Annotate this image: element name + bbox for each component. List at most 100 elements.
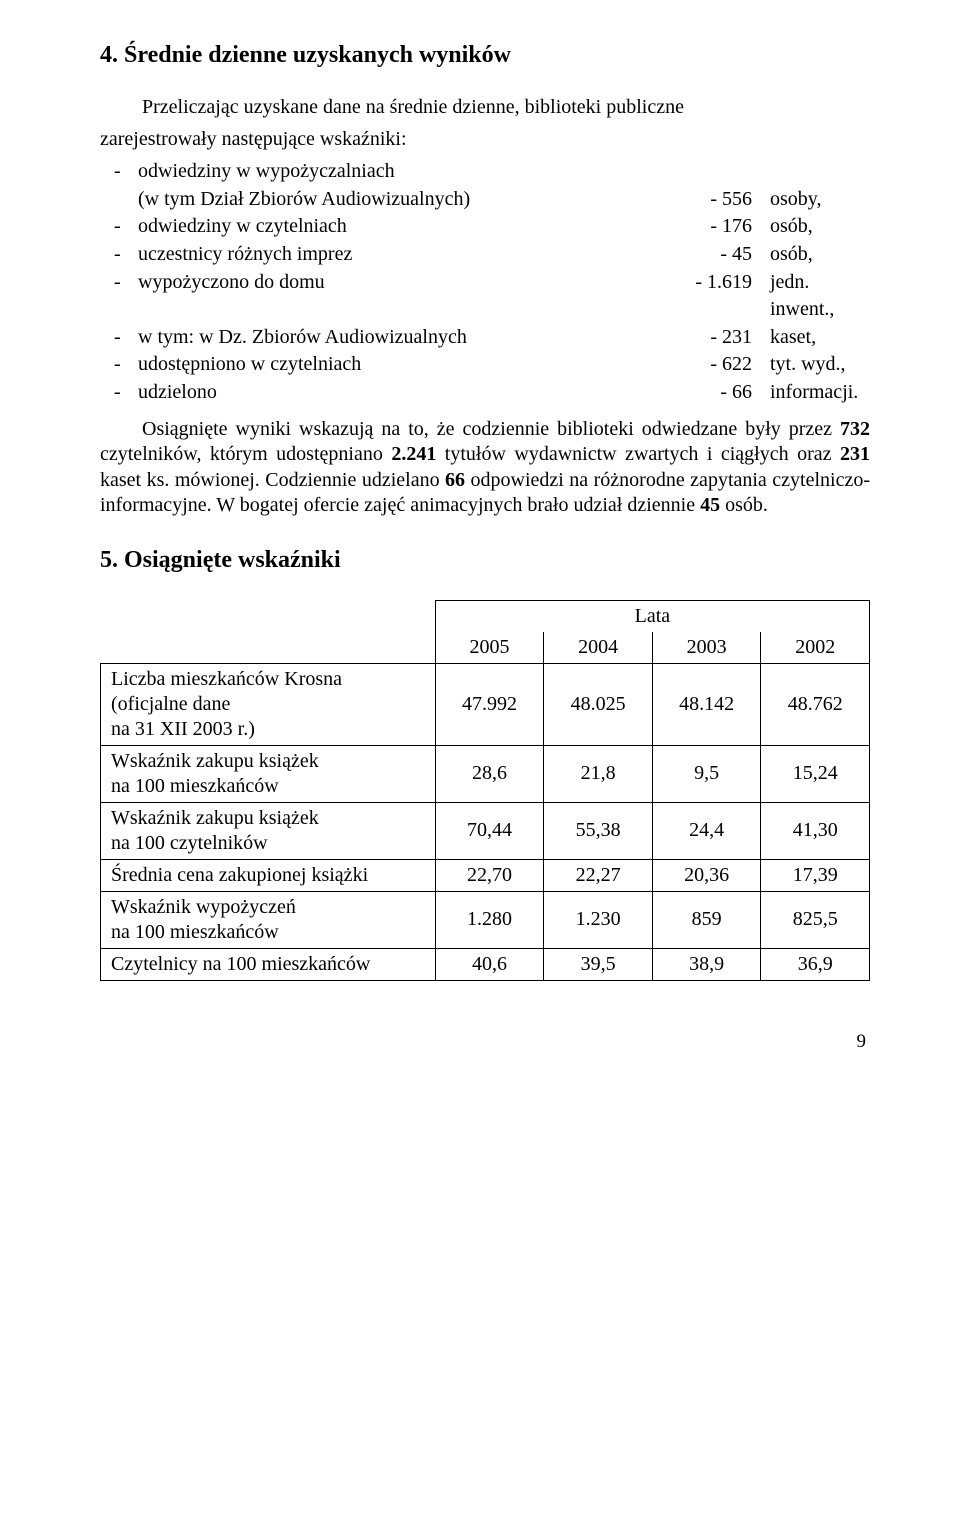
table-cell: 40,6 xyxy=(435,948,544,980)
list-label: udzielono xyxy=(138,379,675,407)
list-number: - 622 xyxy=(675,351,770,379)
table-cell: 70,44 xyxy=(435,802,544,859)
list-dash: - xyxy=(100,158,138,186)
summary-t2: czytelników, którym udostępniano xyxy=(100,443,391,465)
table-row: Wskaźnik wypożyczeńna 100 mieszkańców1.2… xyxy=(101,891,870,948)
table-cell: 9,5 xyxy=(652,745,761,802)
list-item: -wypożyczono do domu- 1.619jedn. inwent.… xyxy=(100,269,870,324)
summary-b1: 732 xyxy=(840,418,870,440)
list-unit: jedn. inwent., xyxy=(770,269,870,324)
section4-intro-2: zarejestrowały następujące wskaźniki: xyxy=(100,127,870,153)
table-cell: 1.280 xyxy=(435,891,544,948)
table-cell: 21,8 xyxy=(544,745,653,802)
list-unit: informacji. xyxy=(770,379,870,407)
table-cell: 22,27 xyxy=(544,859,653,891)
table-header-empty xyxy=(101,600,436,632)
intro-line-1: zarejestrowały następujące wskaźniki: xyxy=(100,128,407,150)
list-dash: - xyxy=(100,351,138,379)
list-label: w tym: w Dz. Zbiorów Audiowizualnych xyxy=(138,324,675,352)
table-cell: 15,24 xyxy=(761,745,870,802)
intro-line-0: Przeliczając uzyskane dane na średnie dz… xyxy=(142,96,684,118)
list-number: - 45 xyxy=(675,241,770,269)
indicators-table: Lata2005200420032002 Liczba mieszkańców K… xyxy=(100,600,870,981)
table-cell: 22,70 xyxy=(435,859,544,891)
section4-list: -odwiedziny w wypożyczalniach(w tym Dzia… xyxy=(100,158,870,406)
table-row: Wskaźnik zakupu książekna 100 czytelnikó… xyxy=(101,802,870,859)
summary-b5: 45 xyxy=(700,494,720,516)
table-row: Czytelnicy na 100 mieszkańców40,639,538,… xyxy=(101,948,870,980)
list-dash: - xyxy=(100,379,138,407)
table-header-year: 2002 xyxy=(761,632,870,664)
list-dash: - xyxy=(100,324,138,352)
table-header-lata: Lata xyxy=(435,600,869,632)
summary-t1: Osiągnięte wyniki wskazują na to, że cod… xyxy=(142,418,840,440)
list-label: odwiedziny w wypożyczalniach xyxy=(138,158,675,186)
summary-t6: osób. xyxy=(720,494,768,516)
list-item: (w tym Dział Zbiorów Audiowizualnych)- 5… xyxy=(100,186,870,214)
list-item: -w tym: w Dz. Zbiorów Audiowizualnych- 2… xyxy=(100,324,870,352)
table-cell: 36,9 xyxy=(761,948,870,980)
list-number: - 1.619 xyxy=(675,269,770,297)
table-cell: 859 xyxy=(652,891,761,948)
summary-b4: 66 xyxy=(445,469,465,491)
list-unit: osoby, xyxy=(770,186,870,214)
list-number: - 176 xyxy=(675,213,770,241)
table-row: Liczba mieszkańców Krosna(oficjalne dane… xyxy=(101,663,870,745)
table-cell: 48.142 xyxy=(652,663,761,745)
summary-t3: tytułów wydawnictw zwartych i ciągłych o… xyxy=(436,443,840,465)
table-cell: 38,9 xyxy=(652,948,761,980)
list-item: -uczestnicy różnych imprez- 45osób, xyxy=(100,241,870,269)
list-dash: - xyxy=(100,241,138,269)
section4-intro: Przeliczając uzyskane dane na średnie dz… xyxy=(100,95,870,121)
list-unit: osób, xyxy=(770,213,870,241)
list-number: - 556 xyxy=(675,186,770,214)
table-cell: 47.992 xyxy=(435,663,544,745)
summary-b3: 231 xyxy=(840,443,870,465)
section4-heading: 4. Średnie dzienne uzyskanych wyników xyxy=(100,42,870,69)
list-unit: tyt. wyd., xyxy=(770,351,870,379)
table-row-label: Średnia cena zakupionej książki xyxy=(101,859,436,891)
list-item: -udostępniono w czytelniach- 622tyt. wyd… xyxy=(100,351,870,379)
table-cell: 48.762 xyxy=(761,663,870,745)
list-label: odwiedziny w czytelniach xyxy=(138,213,675,241)
table-header-year: 2003 xyxy=(652,632,761,664)
table-cell: 55,38 xyxy=(544,802,653,859)
list-dash: - xyxy=(100,213,138,241)
table-cell: 41,30 xyxy=(761,802,870,859)
section4-summary: Osiągnięte wyniki wskazują na to, że cod… xyxy=(100,417,870,519)
table-cell: 825,5 xyxy=(761,891,870,948)
page-number: 9 xyxy=(100,1031,870,1053)
list-label: wypożyczono do domu xyxy=(138,269,675,297)
table-row-label: Wskaźnik wypożyczeńna 100 mieszkańców xyxy=(101,891,436,948)
list-label: udostępniono w czytelniach xyxy=(138,351,675,379)
list-item: -odwiedziny w wypożyczalniach xyxy=(100,158,870,186)
table-cell: 20,36 xyxy=(652,859,761,891)
table-row-label: Wskaźnik zakupu książekna 100 czytelnikó… xyxy=(101,802,436,859)
list-number: - 66 xyxy=(675,379,770,407)
list-unit: kaset, xyxy=(770,324,870,352)
list-number: - 231 xyxy=(675,324,770,352)
table-row: Średnia cena zakupionej książki22,7022,2… xyxy=(101,859,870,891)
table-header-empty xyxy=(101,632,436,664)
list-item: -odwiedziny w czytelniach- 176osób, xyxy=(100,213,870,241)
list-item: -udzielono- 66informacji. xyxy=(100,379,870,407)
table-row-label: Czytelnicy na 100 mieszkańców xyxy=(101,948,436,980)
list-label: (w tym Dział Zbiorów Audiowizualnych) xyxy=(138,186,675,214)
list-dash: - xyxy=(100,269,138,297)
table-header-year: 2004 xyxy=(544,632,653,664)
summary-b2: 2.241 xyxy=(391,443,436,465)
table-row-label: Wskaźnik zakupu książekna 100 mieszkańcó… xyxy=(101,745,436,802)
table-cell: 28,6 xyxy=(435,745,544,802)
table-row-label: Liczba mieszkańców Krosna(oficjalne dane… xyxy=(101,663,436,745)
table-row: Wskaźnik zakupu książekna 100 mieszkańcó… xyxy=(101,745,870,802)
summary-t4: kaset ks. mówionej. Codziennie udzielano xyxy=(100,469,445,491)
list-label: uczestnicy różnych imprez xyxy=(138,241,675,269)
section5-heading: 5. Osiągnięte wskaźniki xyxy=(100,547,870,574)
table-cell: 48.025 xyxy=(544,663,653,745)
table-cell: 17,39 xyxy=(761,859,870,891)
table-cell: 24,4 xyxy=(652,802,761,859)
list-unit: osób, xyxy=(770,241,870,269)
table-cell: 39,5 xyxy=(544,948,653,980)
table-cell: 1.230 xyxy=(544,891,653,948)
table-header-year: 2005 xyxy=(435,632,544,664)
